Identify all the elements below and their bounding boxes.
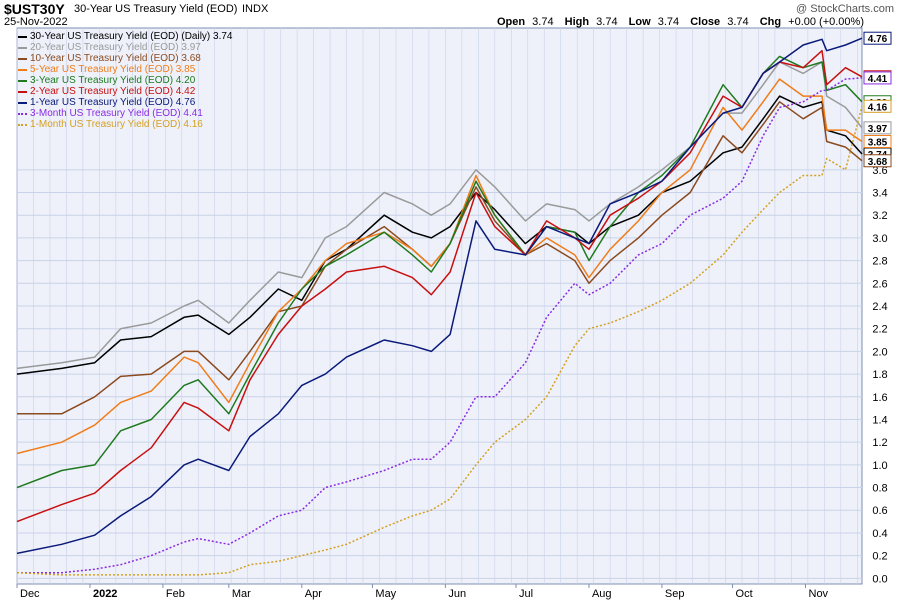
legend-label: 5-Year US Treasury Yield (EOD) 3.85 <box>30 64 196 75</box>
end-value-label-2: 3.68 <box>868 157 888 168</box>
series-line-8 <box>16 106 863 576</box>
legend-swatch <box>18 46 27 49</box>
legend-swatch <box>18 90 27 93</box>
legend-item-5: 2-Year US Treasury Yield (EOD) 4.42 <box>18 86 233 97</box>
chart-title: 30-Year US Treasury Yield (EOD) <box>74 3 238 15</box>
y-tick-label: 3.6 <box>872 165 887 177</box>
y-tick-label: 3.4 <box>872 188 887 200</box>
legend-label: 2-Year US Treasury Yield (EOD) 4.42 <box>30 86 196 97</box>
legend-swatch <box>18 101 27 104</box>
end-value-label-7: 4.41 <box>868 74 888 85</box>
y-tick-label: 3.0 <box>872 233 887 245</box>
y-tick-label: 1.4 <box>872 414 887 426</box>
x-tick-label: Apr <box>305 588 322 600</box>
close-value: 3.74 <box>727 16 749 28</box>
low-label: Low <box>628 16 651 28</box>
close-label: Close <box>690 16 721 28</box>
chart-legend: 30-Year US Treasury Yield (EOD) (Daily) … <box>18 31 233 130</box>
y-tick-label: 0.4 <box>872 528 887 540</box>
series-line-0 <box>16 95 863 375</box>
y-tick-label: 2.4 <box>872 301 887 313</box>
chart-symbol: $UST30Y <box>4 1 65 17</box>
legend-swatch <box>18 68 27 71</box>
x-tick-label: Nov <box>809 588 829 600</box>
legend-label: 20-Year US Treasury Yield (EOD) 3.97 <box>30 42 201 53</box>
y-tick-label: 0.6 <box>872 505 887 517</box>
x-tick-label: May <box>375 588 396 600</box>
y-tick-label: 2.2 <box>872 324 887 336</box>
y-tick-label: 0.2 <box>872 551 887 563</box>
legend-item-6: 1-Year US Treasury Yield (EOD) 4.76 <box>18 97 233 108</box>
series-line-6 <box>16 37 863 555</box>
y-tick-label: 0.8 <box>872 483 887 495</box>
end-value-label-1: 3.97 <box>868 124 888 135</box>
legend-label: 10-Year US Treasury Yield (EOD) 3.68 <box>30 53 201 64</box>
y-tick-label: 3.2 <box>872 210 887 222</box>
chg-label: Chg <box>759 16 782 28</box>
date-label: 25-Nov-2022 <box>4 16 68 28</box>
legend-label: 1-Month US Treasury Yield (EOD) 4.16 <box>30 119 203 130</box>
y-tick-label: 1.6 <box>872 392 887 404</box>
series-line-4 <box>16 55 863 489</box>
y-tick-label: 1.8 <box>872 369 887 381</box>
series-line-7 <box>17 77 863 574</box>
series-line-1 <box>16 61 863 370</box>
high-value: 3.74 <box>596 16 618 28</box>
end-value-label-6: 4.76 <box>868 34 888 45</box>
legend-label: 3-Year US Treasury Yield (EOD) 4.20 <box>30 75 196 86</box>
end-value-label-3: 3.85 <box>868 137 888 148</box>
y-tick-label: 1.0 <box>872 460 887 472</box>
legend-item-4: 3-Year US Treasury Yield (EOD) 4.20 <box>18 75 233 86</box>
brand-label: @ StockCharts.com <box>796 3 894 15</box>
legend-swatch <box>18 123 27 126</box>
y-tick-label: 0.0 <box>872 573 887 585</box>
x-tick-label: Jun <box>448 588 466 600</box>
legend-swatch <box>18 35 27 38</box>
end-value-box-3: 3.85 <box>863 134 892 148</box>
legend-item-8: 1-Month US Treasury Yield (EOD) 4.16 <box>18 119 233 130</box>
end-value-label-8: 4.16 <box>868 102 888 113</box>
legend-item-0: 30-Year US Treasury Yield (EOD) (Daily) … <box>18 31 233 42</box>
x-tick-label: Mar <box>232 588 251 600</box>
end-value-box-6: 4.76 <box>863 31 892 45</box>
open-value: 3.74 <box>532 16 554 28</box>
low-value: 3.74 <box>657 16 680 28</box>
open-label: Open <box>496 16 526 28</box>
y-tick-label: 2.8 <box>872 256 887 268</box>
x-tick-label: Dec <box>20 588 40 600</box>
legend-swatch <box>18 79 27 82</box>
end-value-box-2: 3.68 <box>863 154 892 168</box>
x-tick-label: Aug <box>592 588 612 600</box>
x-tick-label: Jul <box>519 588 533 600</box>
chg-value: +0.00 (+0.00%) <box>788 16 864 28</box>
x-tick-label: Sep <box>665 588 685 600</box>
legend-item-7: 3-Month US Treasury Yield (EOD) 4.41 <box>18 108 233 119</box>
legend-label: 3-Month US Treasury Yield (EOD) 4.41 <box>30 108 203 119</box>
y-tick-label: 1.2 <box>872 437 887 449</box>
end-value-box-7: 4.41 <box>863 71 892 85</box>
ohlc-readout: Open 3.74 High 3.74 Low 3.74 Close 3.74 … <box>497 16 864 28</box>
x-tick-label: 2022 <box>93 588 117 600</box>
legend-label: 1-Year US Treasury Yield (EOD) 4.76 <box>30 97 196 108</box>
legend-item-2: 10-Year US Treasury Yield (EOD) 3.68 <box>18 53 233 64</box>
legend-label: 30-Year US Treasury Yield (EOD) (Daily) … <box>30 31 233 42</box>
series-line-2 <box>17 101 863 415</box>
x-tick-label: Feb <box>166 588 185 600</box>
x-tick-label: Oct <box>736 588 753 600</box>
y-tick-label: 2.6 <box>872 278 887 290</box>
legend-swatch <box>18 112 27 115</box>
end-value-box-8: 4.16 <box>863 99 892 113</box>
end-value-box-1: 3.97 <box>863 121 892 135</box>
y-tick-label: 2.0 <box>872 346 887 358</box>
legend-swatch <box>18 57 27 60</box>
exchange-label: INDX <box>242 3 269 15</box>
legend-item-3: 5-Year US Treasury Yield (EOD) 3.85 <box>18 64 233 75</box>
series-line-3 <box>16 78 863 455</box>
high-label: High <box>564 16 590 28</box>
legend-item-1: 20-Year US Treasury Yield (EOD) 3.97 <box>18 42 233 53</box>
